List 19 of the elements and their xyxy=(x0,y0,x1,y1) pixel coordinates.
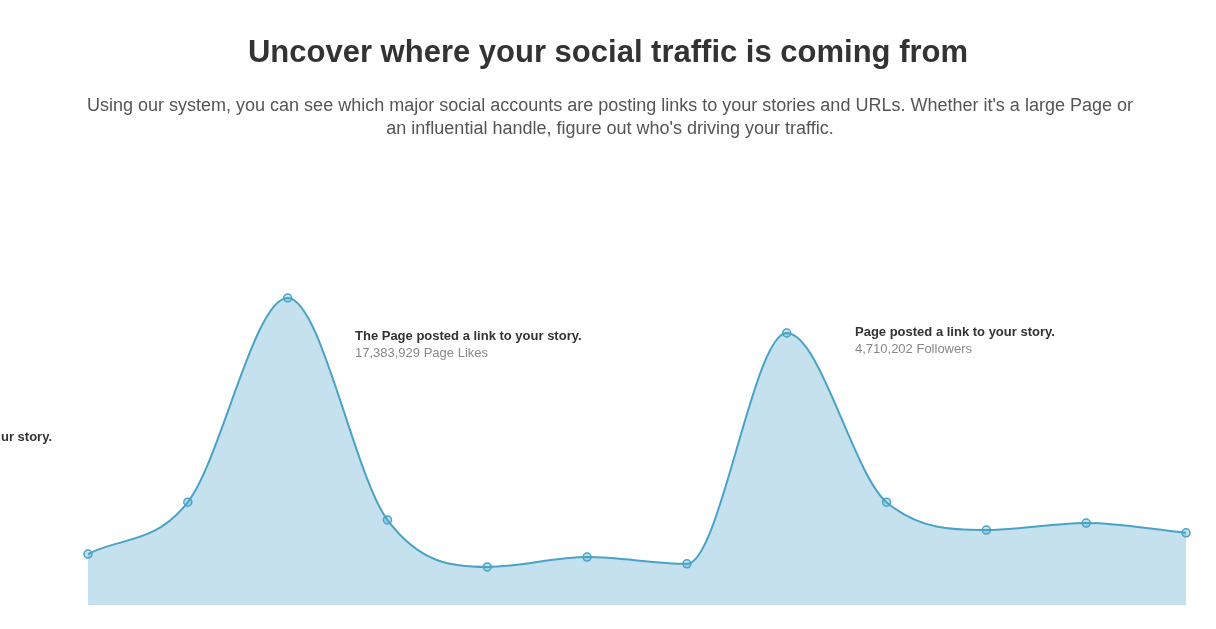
annotation: 4,710,202 Followers xyxy=(855,340,973,356)
point xyxy=(781,328,792,338)
point xyxy=(682,559,692,569)
annotation: ur story. xyxy=(1,428,53,444)
point xyxy=(1081,518,1091,528)
point xyxy=(1181,528,1191,538)
annotation: 17,383,929 Page Likes xyxy=(355,344,489,360)
point xyxy=(881,497,892,507)
annotation: The Page posted a link to your story. xyxy=(355,327,582,343)
point xyxy=(282,293,293,303)
point xyxy=(981,525,992,535)
chart-title: Uncover where your social traffic is coming from xyxy=(246,34,970,70)
point xyxy=(482,562,493,572)
chart-subtitle: Using our system, you can see which major social accounts are posting links to your stories and URLs. Whether it's a large Page or an influential handle, figure out who's driving your traffic. xyxy=(86,94,1134,140)
point xyxy=(582,552,592,562)
point xyxy=(382,515,393,525)
point xyxy=(83,549,93,559)
annotation: Page posted a link to your story. xyxy=(855,323,1055,339)
point xyxy=(183,497,193,507)
